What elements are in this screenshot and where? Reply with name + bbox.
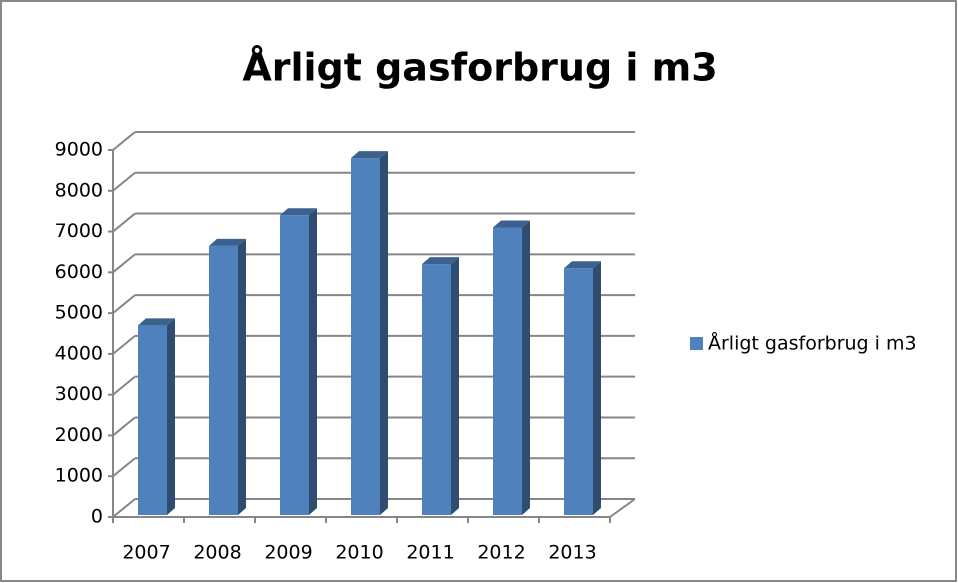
legend-swatch [690, 337, 703, 350]
bar [138, 318, 175, 515]
y-tick-label: 9000 [55, 139, 103, 161]
y-tick-label: 5000 [55, 302, 103, 324]
floor-edge [609, 498, 636, 518]
bar [564, 261, 601, 515]
grid-line [112, 253, 136, 274]
bar-top [493, 220, 530, 228]
bar [351, 151, 388, 515]
bar-side [380, 151, 388, 515]
y-tick-label: 6000 [55, 261, 103, 283]
grid-line [112, 294, 136, 314]
bar-top [564, 261, 601, 269]
x-tick-label: 2013 [548, 542, 596, 564]
grid-line [112, 212, 136, 233]
bar-side [451, 257, 459, 515]
bar-front [422, 264, 451, 515]
grid-line [112, 375, 136, 396]
bar-top [422, 257, 459, 265]
bar-front [138, 325, 167, 515]
grid-line [112, 416, 136, 437]
grid-line [112, 131, 136, 151]
y-tick-label: 1000 [55, 465, 103, 487]
x-tick-label: 2007 [122, 542, 170, 564]
bar-side [309, 208, 317, 515]
y-tick-label: 4000 [55, 342, 103, 364]
bar-top [209, 238, 246, 246]
bar-top [280, 208, 317, 216]
bar-top [138, 318, 175, 326]
x-tick-label: 2011 [406, 542, 454, 564]
bar-side [522, 220, 530, 515]
y-tick-label: 0 [91, 506, 103, 528]
grid-line [112, 498, 136, 518]
bar [493, 220, 530, 515]
bar-side [167, 318, 175, 515]
bar-front [209, 245, 238, 516]
grid-line [112, 457, 136, 477]
legend-label: Årligt gasforbrug i m3 [708, 332, 917, 355]
grid-line [112, 172, 136, 192]
bar-top [351, 151, 388, 159]
grid-line [112, 335, 136, 355]
bar-front [564, 268, 593, 515]
bar [422, 257, 459, 515]
bar-front [280, 215, 309, 515]
bar [280, 208, 317, 515]
bar-front [493, 227, 522, 515]
chart-title: Årligt gasforbrug i m3 [242, 46, 717, 90]
bar-front [351, 158, 380, 515]
y-tick-label: 2000 [55, 424, 103, 446]
x-tick-label: 2008 [193, 542, 241, 564]
x-tick-label: 2009 [264, 542, 312, 564]
x-tick-label: 2010 [335, 542, 383, 564]
y-tick-label: 7000 [55, 220, 103, 242]
bar-side [238, 238, 246, 516]
y-tick-label: 8000 [55, 179, 103, 201]
y-tick-label: 3000 [55, 383, 103, 405]
bar [209, 238, 246, 516]
x-tick-label: 2012 [477, 542, 525, 564]
bar-side [593, 261, 601, 515]
